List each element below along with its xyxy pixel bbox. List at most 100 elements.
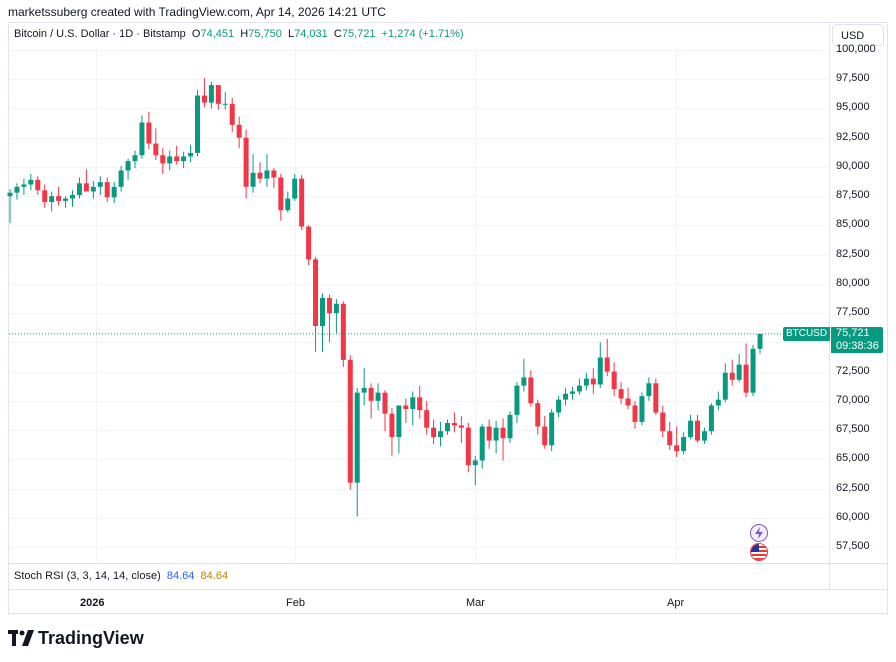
y-tick-label: 62,500 (836, 481, 870, 494)
candle-body (514, 385, 520, 415)
candle-body (528, 377, 534, 404)
y-tick-label: 57,500 (836, 540, 870, 552)
candle-body (556, 399, 562, 413)
candle-body (695, 420, 700, 441)
candle-body (438, 431, 444, 438)
price-tag-countdown: 09:38:36 (836, 339, 879, 352)
chart-frame (8, 22, 888, 614)
y-tick-label: 82,500 (836, 247, 870, 260)
candle-body (132, 155, 138, 162)
candle-body (500, 427, 506, 439)
candle-body (56, 196, 62, 201)
open-value: 74,451 (200, 28, 235, 40)
candle-body (549, 412, 555, 446)
price-tag-symbol: BTCUSD (783, 326, 830, 341)
candle-body (361, 387, 367, 393)
candle-body (576, 385, 582, 392)
candle-body (326, 297, 332, 314)
candle-body (111, 186, 117, 198)
y-tick-label: 80,000 (836, 276, 870, 289)
candle-body (243, 137, 249, 187)
candle-body (83, 183, 89, 192)
candle-body (257, 172, 263, 179)
candle-body (236, 124, 242, 138)
candle-body (70, 195, 75, 199)
candle-body (285, 198, 291, 211)
candle-body (507, 414, 513, 439)
candle-body (708, 405, 714, 432)
candle-body (583, 378, 589, 386)
candle-body (743, 364, 749, 393)
candle-body (153, 143, 159, 156)
candle-body (486, 426, 492, 441)
candle-body (208, 85, 214, 103)
candle-body (76, 183, 82, 196)
candle-body (195, 95, 200, 153)
high-value: 75,750 (248, 28, 282, 40)
candle-body (653, 383, 659, 413)
candle-body (222, 103, 228, 105)
candle-body (722, 372, 728, 400)
price-tag-price: 75,721 (836, 326, 870, 339)
candle-body (660, 412, 666, 432)
close-label: C (333, 28, 342, 40)
candle-body (333, 303, 339, 314)
candle-body (410, 397, 416, 410)
candle-body (354, 392, 360, 483)
candle-body (188, 152, 194, 157)
candle-body (736, 364, 742, 380)
candle-body (563, 393, 569, 400)
candle-body (35, 179, 41, 191)
candle-body (417, 397, 423, 411)
candle-body (299, 178, 305, 227)
us-flag-icon[interactable] (750, 543, 768, 561)
candle-body (611, 371, 617, 390)
candle-body (625, 398, 631, 406)
tradingview-logo[interactable]: TradingView (8, 628, 144, 649)
y-tick-label: 60,000 (836, 510, 870, 523)
close-value: 75,721 (341, 28, 376, 40)
candle-body (14, 186, 20, 193)
candle-body (306, 226, 312, 260)
candle-body (604, 357, 610, 372)
candle-body (597, 357, 603, 385)
candle-body (264, 170, 270, 179)
candle-body (347, 359, 353, 483)
candle-body (646, 383, 652, 397)
candle-body (340, 303, 346, 360)
candle-body (424, 410, 430, 428)
stoch-rsi-d: 84.64 (200, 570, 229, 582)
currency-button[interactable]: USD (832, 24, 884, 46)
candle-body (472, 460, 478, 466)
candle-body (701, 431, 707, 441)
y-tick-label: 100,000 (836, 43, 876, 55)
candle-body (632, 405, 638, 422)
candle-body (139, 122, 145, 156)
chart-credit: marketssuberg created with TradingView.c… (8, 5, 386, 19)
candle-body (542, 426, 548, 446)
candle-body (181, 156, 187, 162)
candle-body (118, 170, 124, 187)
candle-body (375, 392, 381, 401)
y-tick-label: 70,000 (836, 393, 870, 406)
y-tick-label: 97,500 (836, 72, 870, 85)
candle-body (63, 198, 69, 201)
candle-body (174, 156, 180, 162)
change-value: +1,274 (+1.71%) (381, 28, 464, 40)
candle-body (368, 387, 374, 401)
candle-body (250, 172, 256, 187)
tradingview-logo-icon (8, 630, 34, 646)
candle-body (28, 179, 34, 185)
candle-body (292, 178, 298, 199)
symbol-legend: Bitcoin / U.S. Dollar · 1D · Bitstamp O7… (14, 28, 464, 40)
candle-body (229, 103, 235, 125)
candle-body (715, 399, 721, 406)
candle-body (146, 122, 152, 144)
candle-body (431, 427, 437, 438)
candle-body (389, 413, 395, 438)
lightning-icon[interactable] (750, 524, 768, 542)
tradingview-brand: TradingView (38, 628, 144, 648)
stoch-rsi-legend: Stoch RSI (3, 3, 14, 14, close) 84.64 84… (14, 570, 228, 582)
candle-body (688, 420, 694, 438)
